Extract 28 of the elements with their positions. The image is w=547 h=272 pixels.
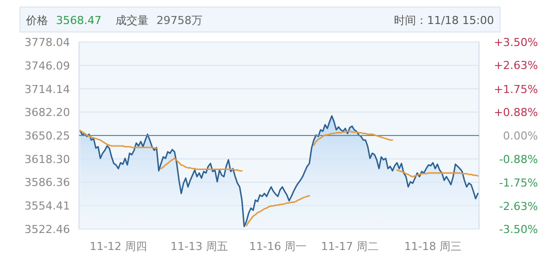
y-tick-label: 3522.46: [24, 223, 70, 236]
y2-tick-label: +3.50%: [494, 36, 538, 49]
x-tick-label: 11-13 周五: [170, 240, 228, 253]
x-tick-label: 11-17 周二: [321, 240, 379, 253]
text: 29758万: [156, 14, 202, 27]
y2-tick-label: +1.75%: [494, 82, 538, 96]
y2-tick-label: -1.75%: [499, 176, 538, 190]
text: 成交量: [116, 14, 148, 27]
y2-tick-label: +2.63%: [494, 59, 538, 72]
y-tick-label: 3778.04: [24, 36, 70, 49]
y2-tick-label: -2.63%: [499, 200, 538, 213]
text: 3568.47: [56, 14, 102, 27]
y-tick-label: 3714.14: [24, 82, 70, 96]
y-tick-label: 3618.30: [24, 152, 70, 166]
y-tick-label: 3682.20: [24, 106, 70, 120]
y2-tick-label: -0.88%: [499, 153, 538, 166]
y-tick-label: 3650.25: [24, 130, 70, 142]
text: 时间：11/18 15:00: [394, 14, 494, 27]
x-tick-label: 11-18 周三: [404, 240, 462, 253]
y-tick-label: 3746.09: [24, 59, 70, 72]
y2-tick-label: 0.00%: [503, 130, 538, 142]
text: 价格: [25, 14, 48, 27]
y-tick-label: 3554.41: [24, 200, 70, 213]
x-tick-label: 11-16 周一: [249, 240, 307, 253]
y2-tick-label: +0.88%: [494, 106, 538, 119]
y-tick-label: 3586.36: [24, 176, 70, 190]
y2-tick-label: -3.50%: [499, 223, 538, 236]
x-tick-label: 11-12 周四: [90, 240, 148, 253]
